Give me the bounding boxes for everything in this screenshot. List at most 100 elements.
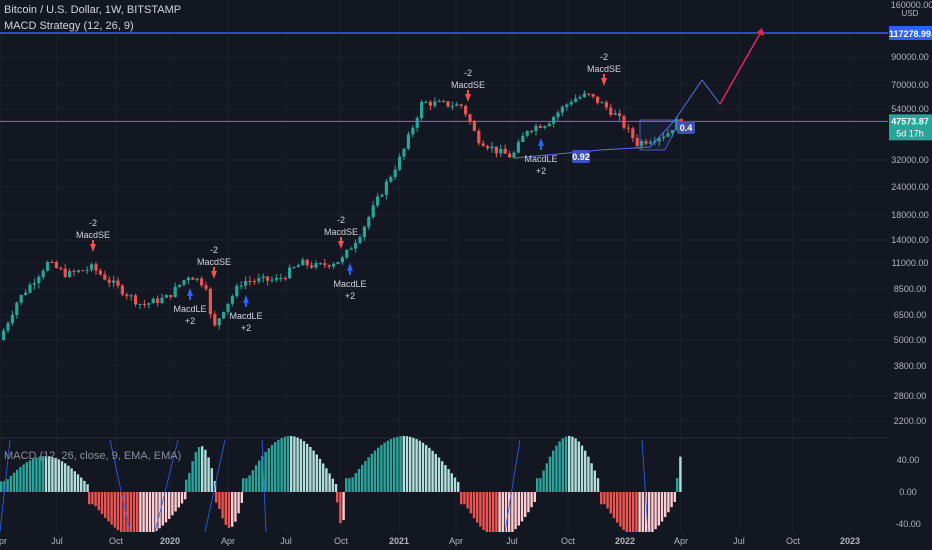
candle-body [213,314,217,326]
macd-bar [224,492,227,525]
macd-bar [402,436,405,492]
strategy-title[interactable]: MACD Strategy (12, 26, 9) [4,20,134,32]
macd-bar [207,457,210,492]
macd-bar [97,492,100,511]
macd-bar [177,492,180,508]
macd-bar [328,473,331,492]
candle-body [103,274,107,280]
candle-body [116,280,120,286]
macd-bar [126,492,129,532]
candle-body [477,130,481,144]
candle-body [433,101,437,106]
macd-bar [488,492,492,532]
candle-body [10,314,14,324]
macd-bar [536,478,539,492]
macd-bar [210,468,213,492]
macd-bar [472,492,476,519]
macd-bar [80,477,83,492]
macd-bar [240,492,243,503]
current-price-badge[interactable] [889,114,932,141]
macd-bar [638,492,641,532]
target-price-badge[interactable] [889,26,932,40]
macd-bar [100,492,104,515]
long-arrow[interactable] [187,288,193,300]
macd-title[interactable]: MACD (12, 26, close, 9, EMA, EMA) [4,450,182,462]
macd-bar [590,463,593,492]
fib-zone[interactable] [639,119,681,151]
macd-bar [148,492,152,532]
candle-body [274,277,278,280]
symbol-title[interactable]: Bitcoin / U.S. Dollar, 1W, BITSTAMP [4,4,182,16]
macd-bar [622,492,625,530]
macd-bar [221,492,224,519]
time-label: 2023 [840,536,860,546]
macd-bar [132,492,136,532]
candle-body [406,134,410,149]
macd-bar [86,484,89,492]
price-tick: 18000.00 [891,210,929,220]
macd-bar [12,472,16,492]
short-arrow[interactable] [211,267,217,279]
candle-body [490,146,494,149]
candle-body [230,296,234,304]
price-tick: 2800.00 [894,391,927,401]
macd-bar [83,480,86,492]
long-arrow[interactable] [243,295,249,307]
candle-body [468,114,472,122]
macd-bar [457,481,460,492]
macd-bar [625,492,628,532]
candle-body [24,292,28,295]
macd-bar [120,492,123,532]
short-arrow[interactable] [90,240,96,252]
fib-badge-a[interactable] [572,150,590,163]
macd-bar [231,492,234,527]
candle-body [208,288,212,315]
macd-bar [434,454,437,492]
macd-bar [67,465,70,492]
candle-body [37,276,41,284]
projection-arrow[interactable] [719,29,763,105]
macd-bar [51,456,54,492]
candle-body [631,128,635,139]
candle-body [450,105,454,107]
fib-badge-b[interactable] [677,121,695,134]
candle-body [521,135,525,142]
macd-line [261,439,267,533]
candle-body [261,276,265,279]
macd-bar [107,492,110,522]
candle-body [569,101,573,105]
candle-body [279,277,283,279]
macd-bar [644,492,648,532]
short-arrow[interactable] [338,237,344,249]
macd-bar [453,477,457,492]
candle-body [283,277,287,279]
candle-body [239,285,243,287]
macd-bar [158,492,161,529]
candle-body [525,130,529,136]
candle-body [402,148,406,157]
price-tick: 70000.00 [891,80,929,90]
candle-body [666,133,670,137]
macd-bar [437,457,441,492]
short-arrow[interactable] [601,74,607,86]
macd-bar [194,452,197,492]
macd-bar [113,492,116,528]
macd-bar [54,458,57,492]
candle-body [442,101,446,103]
long-arrow[interactable] [538,138,544,150]
macd-bar [386,440,389,492]
candle-body [354,242,358,249]
macd-bar [441,461,444,492]
macd-bar [139,492,142,532]
time-label: Apr [449,536,463,546]
short-arrow[interactable] [465,90,471,102]
macd-bar [215,492,218,503]
macd-bar [373,450,377,492]
signal-qty: +2 [185,316,195,326]
time-label: 2021 [389,536,409,546]
time-axis[interactable]: Apr Jul Oct 2020 Apr Jul Oct 2021 Apr Jul Oct 2022 A… [0,536,860,546]
price-tick: 8500.00 [894,284,927,294]
long-arrow[interactable] [347,263,353,275]
